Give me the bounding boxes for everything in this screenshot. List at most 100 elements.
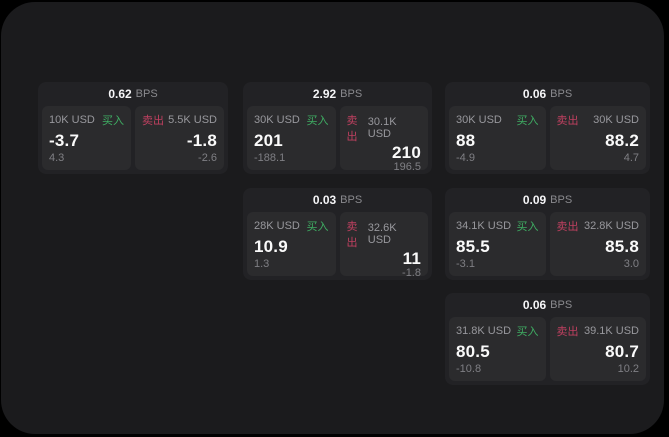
- sell-top-row: 卖出 39.1K USD: [557, 323, 640, 339]
- bps-unit: BPS: [340, 194, 363, 206]
- buy-top-row: 10K USD 买入: [49, 112, 124, 128]
- sell-price: 11: [402, 249, 421, 268]
- sell-delta: 4.7: [623, 152, 639, 164]
- sell-panel[interactable]: 卖出 32.6K USD 11 -1.8: [339, 212, 428, 279]
- sell-price: 88.2: [605, 130, 639, 150]
- sell-size-label: 32.8K USD: [583, 220, 639, 232]
- sell-top-row: 卖出 30K USD: [557, 112, 640, 128]
- buy-price: 201: [254, 130, 283, 150]
- bps-unit: BPS: [550, 299, 573, 311]
- quote-card: 0.03 BPS 28K USD 买入 10.9 1.3 卖出 32.6K US…: [243, 188, 432, 280]
- sell-tag: 卖出: [556, 221, 579, 233]
- buy-panel[interactable]: 34.1K USD 买入 85.5 -3.1: [449, 212, 546, 276]
- buy-panel[interactable]: 10K USD 买入 -3.7 4.3: [42, 106, 131, 170]
- sell-panel[interactable]: 卖出 39.1K USD 80.7 10.2: [549, 317, 646, 381]
- sell-price: 80.7: [605, 341, 639, 361]
- sell-tag: 卖出: [346, 115, 358, 143]
- buy-panel[interactable]: 31.8K USD 买入 80.5 -10.8: [449, 317, 546, 381]
- buy-top-row: 28K USD 买入: [254, 218, 329, 234]
- bps-header: 0.62 BPS: [42, 82, 224, 106]
- bps-unit: BPS: [550, 194, 573, 206]
- sell-top-row: 卖出 30.1K USD: [347, 112, 422, 144]
- buy-size-label: 30K USD: [456, 114, 502, 126]
- buy-top-row: 30K USD 买入: [254, 112, 329, 128]
- buy-top-row: 34.1K USD 买入: [456, 218, 539, 234]
- sell-price: -1.8: [186, 130, 217, 150]
- buy-tag: 买入: [306, 221, 329, 233]
- bps-header: 0.09 BPS: [449, 188, 646, 212]
- buy-tag: 买入: [306, 115, 329, 127]
- sell-delta: -1.8: [402, 267, 421, 279]
- bps-header: 2.92 BPS: [247, 82, 428, 106]
- buy-size-label: 10K USD: [49, 114, 95, 126]
- buy-top-row: 31.8K USD 买入: [456, 323, 539, 339]
- sell-tag: 卖出: [556, 326, 579, 338]
- sell-tag: 卖出: [556, 115, 579, 127]
- sell-delta: 196.5: [393, 161, 421, 173]
- buy-panel[interactable]: 30K USD 买入 201 -188.1: [247, 106, 336, 170]
- quote-body: 10K USD 买入 -3.7 4.3 卖出 5.5K USD -1.8 -2.…: [42, 106, 224, 170]
- buy-top-row: 30K USD 买入: [456, 112, 539, 128]
- buy-panel[interactable]: 30K USD 买入 88 -4.9: [449, 106, 546, 170]
- buy-tag: 买入: [516, 115, 539, 127]
- sell-panel[interactable]: 卖出 30.1K USD 210 196.5: [339, 106, 428, 173]
- bps-value: 0.03: [312, 193, 337, 207]
- bps-value: 0.09: [522, 193, 547, 207]
- bps-unit: BPS: [340, 88, 363, 100]
- quote-card: 2.92 BPS 30K USD 买入 201 -188.1 卖出 30.1K …: [243, 82, 432, 174]
- sell-panel[interactable]: 卖出 32.8K USD 85.8 3.0: [549, 212, 646, 276]
- buy-price: 85.5: [456, 236, 490, 256]
- buy-size-label: 30K USD: [254, 114, 300, 126]
- buy-size-label: 31.8K USD: [456, 325, 512, 337]
- sell-size-label: 30.1K USD: [367, 116, 397, 140]
- buy-delta: -3.1: [456, 258, 475, 270]
- sell-top-row: 卖出 32.6K USD: [347, 218, 422, 250]
- quote-body: 28K USD 买入 10.9 1.3 卖出 32.6K USD 11 -1.8: [247, 212, 428, 279]
- buy-panel[interactable]: 28K USD 买入 10.9 1.3: [247, 212, 336, 276]
- sell-tag: 卖出: [346, 221, 358, 249]
- sell-top-row: 卖出 5.5K USD: [142, 112, 217, 128]
- quote-card: 0.06 BPS 30K USD 买入 88 -4.9 卖出 30K USD 8…: [445, 82, 650, 174]
- sell-tag: 卖出: [142, 115, 164, 127]
- quote-body: 30K USD 买入 201 -188.1 卖出 30.1K USD 210 1…: [247, 106, 428, 173]
- buy-price: 10.9: [254, 236, 288, 256]
- buy-tag: 买入: [516, 221, 539, 233]
- quote-body: 30K USD 买入 88 -4.9 卖出 30K USD 88.2 4.7: [449, 106, 646, 170]
- bps-header: 0.06 BPS: [449, 82, 646, 106]
- bps-unit: BPS: [135, 88, 158, 100]
- bps-value: 0.06: [522, 298, 547, 312]
- buy-size-label: 34.1K USD: [456, 220, 512, 232]
- quote-body: 31.8K USD 买入 80.5 -10.8 卖出 39.1K USD 80.…: [449, 317, 646, 381]
- quote-card: 0.09 BPS 34.1K USD 买入 85.5 -3.1 卖出 32.8K…: [445, 188, 650, 280]
- quote-card: 0.06 BPS 31.8K USD 买入 80.5 -10.8 卖出 39.1…: [445, 293, 650, 385]
- sell-top-row: 卖出 32.8K USD: [557, 218, 640, 234]
- bps-value: 0.62: [108, 87, 132, 101]
- bps-unit: BPS: [550, 88, 573, 100]
- buy-price: -3.7: [49, 130, 80, 150]
- sell-size-label: 39.1K USD: [583, 325, 639, 337]
- sell-price: 210: [392, 143, 421, 162]
- buy-size-label: 28K USD: [254, 220, 300, 232]
- buy-delta: -188.1: [254, 152, 286, 164]
- sell-size-label: 30K USD: [593, 114, 639, 126]
- sell-size-label: 32.6K USD: [367, 222, 397, 246]
- sell-panel[interactable]: 卖出 30K USD 88.2 4.7: [549, 106, 646, 170]
- quote-card: 0.62 BPS 10K USD 买入 -3.7 4.3 卖出 5.5K USD…: [38, 82, 228, 174]
- buy-price: 80.5: [456, 341, 490, 361]
- buy-tag: 买入: [102, 115, 124, 127]
- buy-delta: -4.9: [456, 152, 475, 164]
- sell-size-label: 5.5K USD: [168, 114, 217, 126]
- bps-header: 0.03 BPS: [247, 188, 428, 212]
- sell-delta: -2.6: [198, 152, 217, 164]
- buy-tag: 买入: [516, 326, 539, 338]
- quote-body: 34.1K USD 买入 85.5 -3.1 卖出 32.8K USD 85.8…: [449, 212, 646, 276]
- sell-price: 85.8: [605, 236, 639, 256]
- sell-panel[interactable]: 卖出 5.5K USD -1.8 -2.6: [135, 106, 224, 170]
- buy-price: 88: [456, 130, 476, 150]
- sell-delta: 3.0: [623, 258, 639, 270]
- buy-delta: -10.8: [456, 363, 482, 375]
- bps-header: 0.06 BPS: [449, 293, 646, 317]
- bps-value: 0.06: [522, 87, 547, 101]
- sell-delta: 10.2: [617, 363, 639, 375]
- app-panel: 0.62 BPS 10K USD 买入 -3.7 4.3 卖出 5.5K USD…: [1, 2, 664, 434]
